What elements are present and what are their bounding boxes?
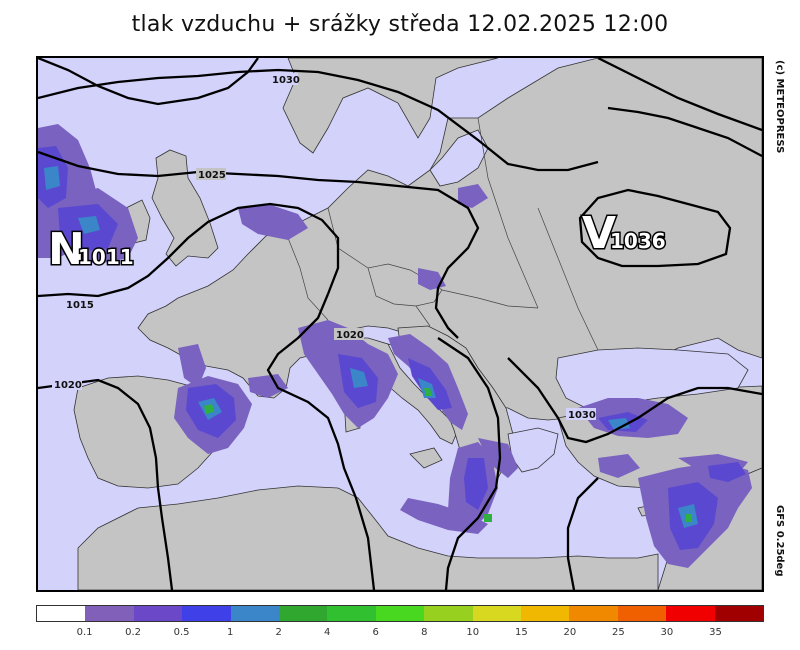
isobar-east-north bbox=[607, 106, 762, 158]
legend-swatch bbox=[472, 606, 522, 621]
isobar-1025 bbox=[38, 150, 480, 339]
legend-tick-label: 8 bbox=[421, 627, 428, 638]
pressure-centers: N 1011 V 1036 bbox=[47, 207, 668, 277]
legend-tick-label: 25 bbox=[612, 627, 625, 638]
precipitation bbox=[38, 124, 752, 568]
isobars bbox=[38, 58, 762, 590]
isobar-1015 bbox=[38, 202, 340, 298]
legend-swatch bbox=[327, 606, 376, 621]
isobar-label-1025: 1025 bbox=[198, 170, 226, 181]
legend-swatch bbox=[569, 606, 618, 621]
isobar-label-1020-central: 1020 bbox=[336, 330, 364, 341]
copyright-label: (c) METEOPRESS bbox=[774, 60, 785, 154]
low-pressure-letter: N bbox=[48, 224, 85, 275]
black-sea bbox=[555, 347, 749, 409]
legend-tick-label: 10 bbox=[466, 627, 480, 638]
legend-swatch bbox=[133, 606, 183, 621]
legend-tick-label: 2 bbox=[275, 627, 282, 638]
isobar-label-1020-west: 1020 bbox=[54, 380, 82, 391]
legend-tick-label: 20 bbox=[563, 627, 577, 638]
great-britain bbox=[151, 149, 219, 267]
isobar-1030-north bbox=[38, 68, 599, 172]
isobar-labels: 1030 1025 1015 1020 1020 1030 bbox=[52, 73, 596, 421]
isobar-label-1015: 1015 bbox=[66, 300, 94, 311]
isobar-east-top bbox=[597, 58, 762, 132]
isobar-label-1030-north: 1030 bbox=[272, 75, 300, 86]
legend-tick-label: 4 bbox=[324, 627, 331, 638]
legend-tick-label: 0.5 bbox=[173, 627, 190, 638]
legend-swatch bbox=[666, 606, 715, 621]
legend-tick-label: 6 bbox=[372, 627, 379, 638]
legend-swatch bbox=[37, 606, 86, 621]
map-title: tlak vzduchu + srážky středa 12.02.2025 … bbox=[131, 12, 669, 37]
legend-swatch bbox=[521, 606, 570, 621]
precip-legend-bar bbox=[36, 605, 764, 622]
high-pressure-value: 1036 bbox=[610, 229, 666, 253]
legend-tick-label: 1 bbox=[226, 627, 234, 638]
isobar-north-west bbox=[38, 58, 259, 106]
sicily bbox=[409, 447, 443, 469]
isobar-east-south bbox=[566, 477, 599, 590]
legend-swatch bbox=[279, 606, 328, 621]
legend-swatch bbox=[714, 606, 764, 621]
isobar-label-1030-east: 1030 bbox=[568, 410, 596, 421]
isobar-high-ring bbox=[578, 188, 732, 268]
isobar-1020-west bbox=[38, 378, 174, 590]
legend-swatch bbox=[617, 606, 667, 621]
legend-swatch bbox=[375, 606, 425, 621]
isobar-inner-med bbox=[437, 337, 502, 590]
legend-tick-label: 15 bbox=[514, 627, 528, 638]
legend-swatch bbox=[424, 606, 473, 621]
legend-swatch bbox=[230, 606, 280, 621]
isobar-1020-central bbox=[266, 293, 376, 590]
map-canvas: 1030 1025 1015 1020 1020 1030 N 1011 V 1… bbox=[38, 58, 762, 590]
high-pressure-letter: V bbox=[582, 208, 616, 259]
legend-tick-label: 0.1 bbox=[76, 627, 93, 638]
scandinavia bbox=[282, 58, 499, 154]
legend-tick-label: 30 bbox=[660, 627, 674, 638]
low-pressure-value: 1011 bbox=[78, 245, 134, 269]
legend-swatch bbox=[85, 606, 134, 621]
isobar-1030-east bbox=[507, 357, 762, 444]
legend-tick-label: 0.2 bbox=[125, 627, 142, 638]
legend-swatch bbox=[182, 606, 231, 621]
legend-tick-label: 35 bbox=[709, 627, 722, 638]
precip-legend-ticks: 0.1 0.2 0.5 1 2 4 6 8 10 15 20 25 30 35 bbox=[36, 627, 764, 641]
weather-map[interactable]: 1030 1025 1015 1020 1020 1030 N 1011 V 1… bbox=[36, 56, 764, 592]
model-label: GFS 0.25deg bbox=[774, 505, 785, 577]
